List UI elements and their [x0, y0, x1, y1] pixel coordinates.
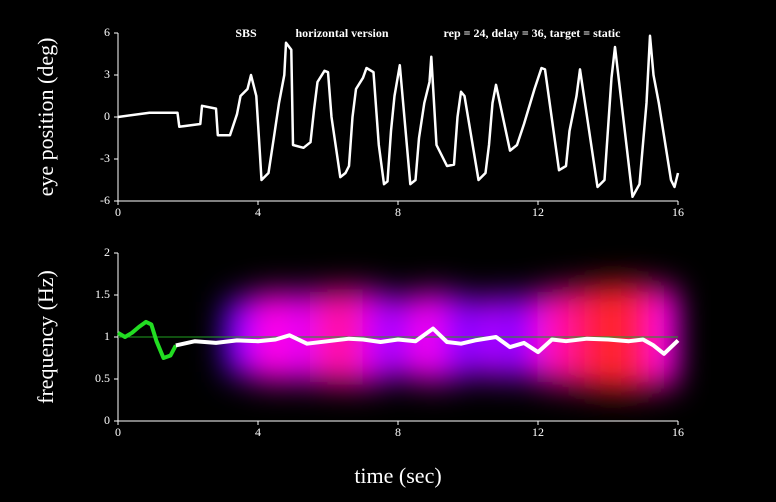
y-tick-label: 2	[104, 245, 110, 259]
line	[175, 326, 680, 356]
y-tick-label: 0	[104, 413, 110, 427]
y-tick-label: 1	[104, 329, 110, 343]
x-tick-label: 4	[255, 425, 261, 439]
y-axis-label: eye position (deg)	[33, 38, 58, 197]
y-tick-label: -3	[100, 151, 110, 165]
x-tick-label: 8	[395, 425, 401, 439]
y-tick-label: -6	[100, 193, 110, 207]
y-tick-label: 0.5	[95, 371, 110, 385]
y-axis-label: frequency (Hz)	[33, 270, 58, 404]
annotation: rep = 24, delay = 36, target = static	[444, 26, 622, 40]
x-tick-label: 0	[115, 205, 121, 219]
annotation: SBS	[235, 26, 257, 40]
y-tick-label: 3	[104, 67, 110, 81]
x-axis-label: time (sec)	[354, 463, 441, 488]
y-tick-label: 0	[104, 109, 110, 123]
x-tick-label: 8	[395, 205, 401, 219]
x-tick-label: 12	[532, 205, 544, 219]
y-tick-label: 6	[104, 25, 110, 39]
y-tick-label: 1.5	[95, 287, 110, 301]
x-tick-label: 16	[672, 205, 684, 219]
line	[117, 34, 680, 199]
x-tick-label: 0	[115, 425, 121, 439]
line	[116, 319, 178, 360]
annotation: horizontal version	[296, 26, 389, 40]
x-tick-label: 4	[255, 205, 261, 219]
x-tick-label: 12	[532, 425, 544, 439]
x-tick-label: 16	[672, 425, 684, 439]
